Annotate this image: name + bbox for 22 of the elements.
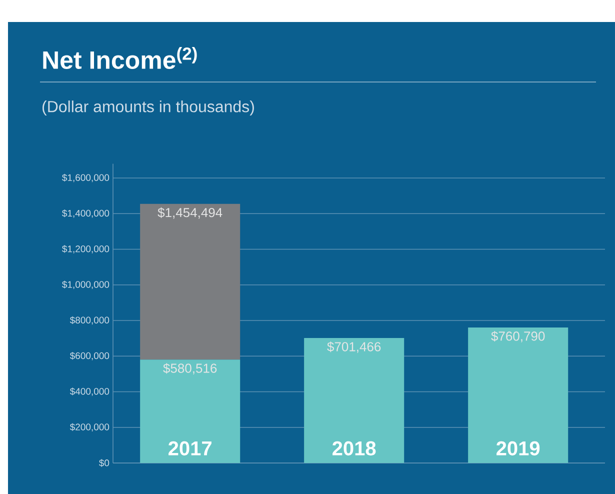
data-label: $760,790 xyxy=(491,330,545,342)
data-label: $580,516 xyxy=(163,363,217,374)
data-label: $701,466 xyxy=(327,342,381,353)
y-tick-label: $1,200,000 xyxy=(62,245,110,254)
x-tick-label: 2017 xyxy=(168,441,212,456)
y-tick-label: $800,000 xyxy=(70,316,110,325)
x-tick-label: 2019 xyxy=(496,441,540,456)
chart-subtitle: (Dollar amounts in thousands) xyxy=(42,100,254,116)
y-tick-label: $1,600,000 xyxy=(62,174,110,182)
y-tick-label: $1,000,000 xyxy=(62,280,110,289)
x-tick-label: 2018 xyxy=(332,441,376,456)
y-tick-label: $200,000 xyxy=(70,423,110,432)
chart-title: Net Income$^{(2)}$ xyxy=(43,47,197,69)
bar xyxy=(304,338,404,463)
y-tick-label: $400,000 xyxy=(70,388,110,396)
y-tick-label: $600,000 xyxy=(70,352,110,360)
bar xyxy=(140,360,240,463)
y-tick-label: $1,400,000 xyxy=(62,209,110,218)
bar xyxy=(468,327,568,463)
y-tick-label: $0 xyxy=(99,459,110,467)
total-label: $1,454,494 xyxy=(158,207,222,219)
bar xyxy=(140,204,240,360)
